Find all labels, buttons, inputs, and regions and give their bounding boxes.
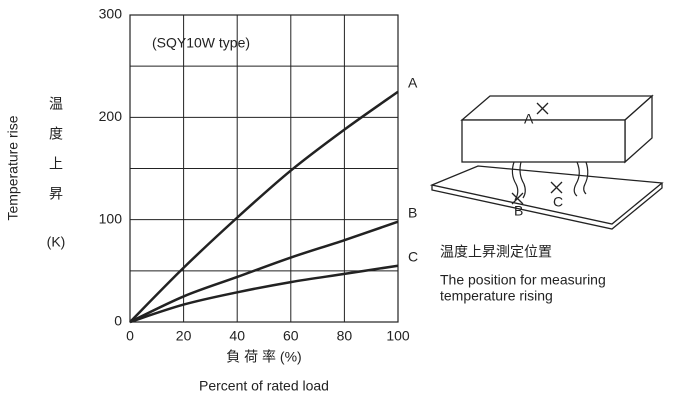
legend-label: C [408, 248, 418, 264]
x-label: Percent of rated load [199, 378, 329, 394]
x-tick-label: 100 [386, 328, 410, 344]
cross-marks [511, 102, 563, 205]
diagram: A B C 温度上昇測定位置 The position for measurin… [429, 94, 664, 304]
caption-en: temperature rising [440, 288, 553, 304]
point-label: B [514, 203, 523, 219]
caption-ja: 温度上昇測定位置 [440, 244, 552, 260]
box-front [461, 119, 626, 163]
legend-label: A [408, 74, 418, 90]
y-label-ja: 温 [49, 96, 63, 112]
y-tick-label: 300 [99, 6, 123, 22]
plot-frame [129, 14, 399, 323]
y-label: Temperature rise [5, 115, 21, 220]
box-top [460, 95, 654, 121]
x-label-ja: 負 荷 率 (%) [226, 349, 301, 365]
x-tick-label: 0 [126, 328, 134, 344]
curve [129, 90, 399, 323]
x-tick-label: 80 [337, 328, 353, 344]
x-tick-label: 40 [229, 328, 245, 344]
y-tick-label: 100 [99, 210, 123, 226]
curve [129, 264, 399, 324]
x-tick-label: 60 [283, 328, 299, 344]
point-label: A [524, 111, 534, 127]
curve [129, 220, 399, 324]
y-label-ja: (K) [47, 234, 66, 250]
y-tick-label: 200 [99, 108, 123, 124]
legend-label: B [408, 204, 417, 220]
y-label-ja: 上 [49, 156, 63, 172]
y-label-ja: 昇 [49, 186, 63, 202]
leads [511, 161, 589, 201]
y-tick-label: 0 [114, 313, 122, 329]
caption-en: The position for measuring [440, 272, 606, 288]
y-label-ja: 度 [49, 126, 63, 142]
point-label: C [553, 194, 563, 210]
plate-edge [431, 183, 663, 230]
annotation: (SQY10W type) [152, 35, 250, 51]
x-tick-label: 20 [176, 328, 192, 344]
